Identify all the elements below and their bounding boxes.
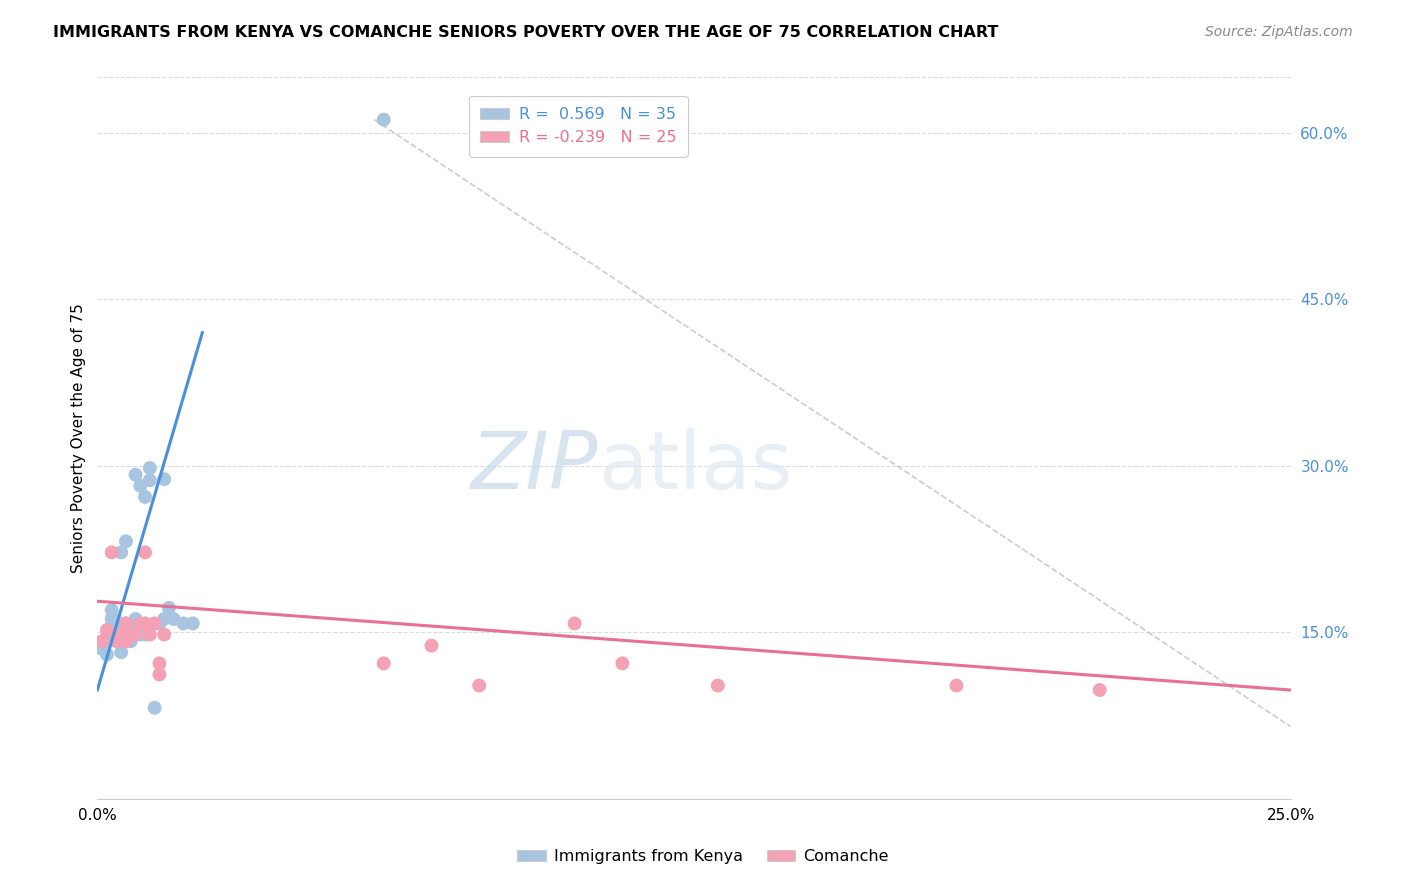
- Point: [124, 612, 146, 626]
- Point: [120, 627, 142, 641]
- Point: [105, 627, 128, 641]
- Point: [143, 700, 166, 714]
- Point: [134, 490, 156, 504]
- Text: IMMIGRANTS FROM KENYA VS COMANCHE SENIORS POVERTY OVER THE AGE OF 75 CORRELATION: IMMIGRANTS FROM KENYA VS COMANCHE SENIOR…: [53, 25, 998, 40]
- Point: [105, 623, 128, 637]
- Point: [134, 545, 156, 559]
- Point: [139, 461, 162, 475]
- Point: [148, 616, 170, 631]
- Point: [100, 620, 122, 634]
- Point: [120, 634, 142, 648]
- Point: [115, 616, 138, 631]
- Text: Source: ZipAtlas.com: Source: ZipAtlas.com: [1205, 25, 1353, 39]
- Point: [110, 627, 132, 641]
- Point: [124, 467, 146, 482]
- Point: [100, 633, 122, 648]
- Point: [91, 642, 114, 657]
- Point: [612, 657, 634, 671]
- Point: [564, 616, 586, 631]
- Point: [96, 623, 118, 637]
- Legend: R =  0.569   N = 35, R = -0.239   N = 25: R = 0.569 N = 35, R = -0.239 N = 25: [470, 96, 688, 157]
- Y-axis label: Seniors Poverty Over the Age of 75: Seniors Poverty Over the Age of 75: [72, 303, 86, 573]
- Point: [129, 616, 152, 631]
- Point: [134, 627, 156, 641]
- Point: [96, 648, 118, 662]
- Point: [420, 639, 443, 653]
- Point: [129, 479, 152, 493]
- Point: [134, 616, 156, 631]
- Point: [115, 534, 138, 549]
- Point: [153, 627, 176, 641]
- Point: [115, 616, 138, 631]
- Point: [181, 616, 204, 631]
- Text: ZIP: ZIP: [471, 428, 599, 506]
- Text: atlas: atlas: [599, 428, 793, 506]
- Point: [129, 627, 152, 641]
- Point: [110, 645, 132, 659]
- Point: [172, 616, 194, 631]
- Point: [115, 634, 138, 648]
- Point: [96, 631, 118, 645]
- Point: [110, 545, 132, 559]
- Point: [468, 679, 491, 693]
- Point: [157, 600, 180, 615]
- Legend: Immigrants from Kenya, Comanche: Immigrants from Kenya, Comanche: [510, 843, 896, 871]
- Point: [120, 616, 142, 631]
- Point: [139, 627, 162, 641]
- Point: [91, 634, 114, 648]
- Point: [945, 679, 967, 693]
- Point: [1088, 683, 1111, 698]
- Point: [100, 545, 122, 559]
- Point: [100, 612, 122, 626]
- Point: [373, 657, 395, 671]
- Point: [163, 612, 186, 626]
- Point: [373, 112, 395, 127]
- Point: [707, 679, 730, 693]
- Point: [100, 603, 122, 617]
- Point: [143, 616, 166, 631]
- Point: [110, 627, 132, 641]
- Point: [105, 634, 128, 648]
- Point: [153, 472, 176, 486]
- Point: [139, 473, 162, 487]
- Point: [148, 667, 170, 681]
- Point: [148, 657, 170, 671]
- Point: [105, 614, 128, 628]
- Point: [115, 634, 138, 648]
- Point: [124, 627, 146, 641]
- Point: [153, 612, 176, 626]
